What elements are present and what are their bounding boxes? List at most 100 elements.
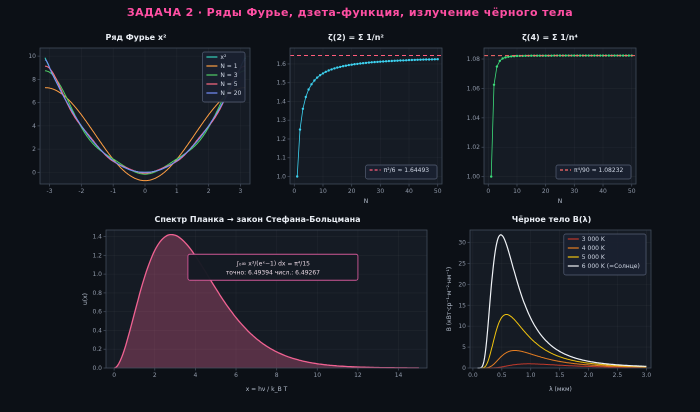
x-tick-label: 3.0 — [642, 372, 652, 379]
y-tick-label: 1.02 — [467, 144, 481, 151]
legend-label: π⁴/90 ≈ 1.08232 — [574, 167, 624, 174]
zeta2-title: ζ(2) = Σ 1/n² — [328, 33, 384, 42]
y-tick-label: 1.00 — [467, 174, 481, 181]
x-tick-label: -1 — [110, 188, 116, 195]
plot-area — [484, 48, 636, 184]
y-tick-label: 30 — [458, 240, 466, 247]
panel-zeta4: ζ(4) = Σ 1/n⁴ 0 10 20 30 40 50 1.00 1.02 1.04 1.0… — [458, 32, 642, 206]
y-tick-label: 1.6 — [276, 61, 286, 68]
blackbody-title: Чёрное тело B(λ) — [511, 215, 592, 224]
series-N = 5 — [44, 65, 246, 174]
legend-label: N = 5 — [220, 81, 237, 88]
x-tick-label: 0 — [292, 188, 296, 195]
y-tick-label: 1.0 — [92, 271, 102, 278]
legend-label: N = 20 — [220, 90, 241, 97]
x-tick-label: 40 — [599, 188, 607, 195]
y-tick-label: 10 — [28, 53, 36, 60]
x-tick-label: 20 — [348, 188, 356, 195]
y-tick-label: 0.4 — [92, 327, 102, 334]
y-tick-label: 4 — [32, 123, 36, 130]
y-tick-label: 15 — [458, 302, 466, 309]
x-tick-label: 2.5 — [613, 372, 623, 379]
legend-label: x² — [220, 54, 227, 61]
y-tick-label: 1.4 — [92, 234, 102, 241]
y-tick-label: 1.2 — [276, 136, 286, 143]
x-tick-label: 1.5 — [555, 372, 565, 379]
y-tick-label: 0.2 — [92, 346, 102, 353]
y-tick-label: 20 — [458, 281, 466, 288]
x-tick-label: 6 — [234, 372, 238, 379]
series-3 000 K — [477, 363, 647, 369]
x-tick-label: 8 — [275, 372, 279, 379]
y-tick-label: 1.04 — [467, 115, 481, 122]
legend-label: N = 3 — [220, 72, 237, 79]
series-N = 20 — [44, 59, 246, 173]
axes-spines — [289, 47, 443, 185]
legend-label: 4 000 K — [582, 245, 606, 252]
plot-area — [106, 230, 427, 368]
y-tick-label: 0 — [462, 365, 466, 372]
zeta4-title: ζ(4) = Σ 1/n⁴ — [522, 33, 578, 42]
y-axis-label: B (кВт·ср⁻¹·м⁻²·нм⁻¹) — [446, 267, 453, 331]
y-tick-label: 25 — [458, 260, 466, 267]
y-tick-label: 5 — [462, 344, 466, 351]
y-axis-label: u(x) — [82, 293, 89, 305]
fourier-title: Ряд Фурье x² — [105, 33, 167, 42]
x-axis-label: N — [558, 198, 563, 205]
x-tick-label: 3 — [239, 188, 243, 195]
x-tick-label: 1 — [175, 188, 179, 195]
x-tick-label: 50 — [628, 188, 636, 195]
zeta4-chart: 0 10 20 30 40 50 1.00 1.02 1.04 1.06 1.08 Nπ⁴/90 ≈ … — [467, 47, 637, 205]
x-tick-label: 10 — [313, 372, 321, 379]
axes-spines — [469, 229, 652, 369]
panel-zeta2: ζ(2) = Σ 1/n² 0 10 20 30 40 50 1.0 1.1 1.2 1.3 1.4… — [264, 32, 448, 206]
x-tick-label: 50 — [434, 188, 442, 195]
x-tick-label: 0 — [143, 188, 147, 195]
annotation-line: точно: 6.49394 числ.: 6.49267 — [226, 269, 320, 276]
x-tick-label: 2.0 — [584, 372, 594, 379]
x-tick-label: 0.0 — [468, 372, 478, 379]
y-tick-label: 1.4 — [276, 98, 286, 105]
y-tick-label: 0.8 — [92, 290, 102, 297]
series-4 000 K — [477, 350, 647, 369]
x-tick-label: 1.0 — [526, 372, 536, 379]
annotation-line: ∫₀∞ x³/(eˣ−1) dx = π⁴/15 — [236, 260, 310, 267]
y-tick-label: 1.3 — [276, 117, 286, 124]
series-5 000 K — [477, 314, 647, 369]
x-tick-label: 10 — [319, 188, 327, 195]
y-tick-label: 1.06 — [467, 85, 481, 92]
figure-title: ЗАДАЧА 2 · Ряды Фурье, дзета-функция, из… — [126, 6, 574, 19]
legend-label: π²/6 ≈ 1.64493 — [384, 167, 430, 174]
legend-label: N = 1 — [220, 63, 237, 70]
axes-spines — [483, 47, 637, 185]
x-tick-label: 0 — [112, 372, 116, 379]
blackbody-chart: 0.0 0.5 1.0 1.5 2.0 2.5 3.0 0 5 10 15 20 25 30 λ (мкм)… — [446, 229, 652, 393]
y-tick-label: 0.0 — [92, 365, 102, 372]
legend-box — [555, 164, 632, 180]
x-tick-label: 10 — [513, 188, 521, 195]
plot-area — [290, 48, 442, 184]
zeta2-chart: 0 10 20 30 40 50 1.0 1.1 1.2 1.3 1.4 1.5 1.6 Nπ²/6 ≈ … — [276, 47, 443, 205]
series-N = 1 — [44, 87, 246, 182]
x-tick-label: 4 — [193, 372, 197, 379]
legend-label: 5 000 K — [582, 254, 606, 261]
x-tick-label: 30 — [571, 188, 579, 195]
y-tick-label: 8 — [32, 76, 36, 83]
series-u(x) = x³/(eˣ−1) — [114, 233, 419, 369]
series-6 000 K (=Солнце) — [477, 234, 647, 369]
legend-box — [365, 164, 438, 180]
panel-planck: Спектр Планка → закон Стефана-Больцмана … — [80, 214, 435, 394]
axes-spines — [105, 229, 428, 369]
y-tick-label: 0.6 — [92, 309, 102, 316]
x-tick-label: 20 — [542, 188, 550, 195]
annotation-box — [187, 253, 359, 281]
planck-chart: 0 2 4 6 8 10 12 14 0.0 0.2 0.4 0.6 0.8 1.0 1.2 1.4 x = h… — [82, 229, 428, 393]
fourier-chart: -3 -2 -1 0 1 2 3 0 2 4 6 8 10 x² N = 1 N = 3 N = 5 N = 20 — [28, 47, 251, 195]
x-axis-label: λ (мкм) — [549, 386, 572, 393]
legend-box — [202, 51, 246, 103]
planck-title: Спектр Планка → закон Стефана-Больцмана — [154, 215, 361, 224]
x-tick-label: 30 — [377, 188, 385, 195]
y-tick-label: 1.0 — [276, 173, 286, 180]
x-axis-label: N — [364, 198, 369, 205]
